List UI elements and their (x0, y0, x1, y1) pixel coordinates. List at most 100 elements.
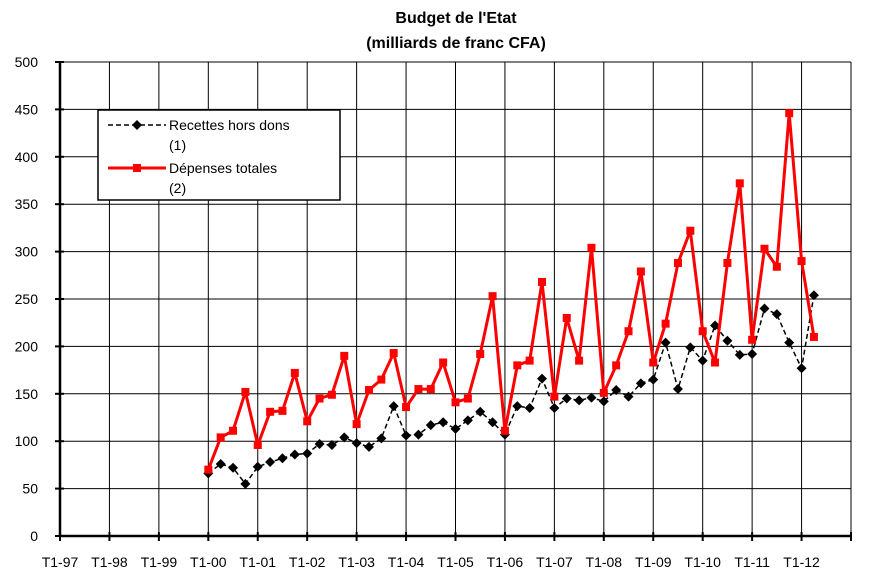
data-point (216, 433, 225, 442)
data-point (265, 457, 276, 468)
data-point (710, 320, 721, 331)
data-point (660, 337, 671, 348)
data-point (686, 226, 695, 235)
y-tick-label: 300 (15, 244, 39, 260)
x-tick-label: T1-07 (536, 554, 573, 570)
data-point (327, 390, 336, 399)
data-point (438, 417, 449, 428)
data-point (685, 342, 696, 353)
data-point (487, 417, 498, 428)
data-point (351, 438, 362, 449)
data-point (635, 378, 646, 389)
data-point (339, 432, 350, 443)
data-point (649, 358, 658, 367)
data-point (376, 433, 387, 444)
legend-label-recettes-note: (1) (169, 137, 186, 153)
data-point (734, 349, 745, 360)
x-tick-label: T1-06 (487, 554, 524, 570)
y-tick-label: 200 (15, 338, 39, 354)
data-point (711, 358, 720, 367)
data-point (241, 387, 250, 396)
axes: 0 50 100 150 200 250 300 350 400 450 500 T1-97 T1-98… (15, 54, 852, 570)
y-tick-label: 100 (15, 433, 39, 449)
data-point (340, 351, 349, 360)
data-point (697, 355, 708, 366)
legend-label-depenses: Dépenses totales (169, 160, 277, 176)
series-0 (203, 290, 819, 489)
data-point (240, 478, 251, 489)
data-point (772, 262, 781, 271)
legend-marker-depenses (133, 164, 141, 172)
data-point (759, 303, 770, 314)
data-point (476, 349, 485, 358)
y-tick-label: 50 (22, 481, 38, 497)
y-tick-label: 350 (15, 196, 39, 212)
series-layer (203, 109, 819, 489)
data-point (215, 458, 226, 469)
data-point (623, 391, 634, 402)
x-tick-label: T1-11 (734, 554, 770, 570)
data-point (377, 375, 386, 384)
data-point (500, 426, 509, 435)
data-point (463, 394, 472, 403)
data-point (587, 243, 596, 252)
data-point (352, 420, 361, 429)
data-point (414, 385, 423, 394)
data-point (747, 348, 758, 359)
data-point (451, 398, 460, 407)
data-point (538, 277, 547, 286)
x-tick-label: T1-99 (141, 554, 178, 570)
data-point (303, 417, 312, 426)
data-point (599, 388, 608, 397)
data-point (204, 465, 213, 474)
data-point (524, 403, 535, 414)
y-tick-label: 0 (30, 528, 38, 544)
data-point (785, 109, 794, 118)
y-tick-label: 400 (15, 149, 39, 165)
data-point (228, 462, 239, 473)
data-point (648, 374, 659, 385)
data-point (512, 401, 523, 412)
x-tick-label: T1-97 (42, 554, 79, 570)
data-point (525, 356, 534, 365)
legend-label-depenses-note: (2) (169, 180, 186, 196)
data-point (475, 406, 486, 417)
legend: Recettes hors dons (1) Dépenses totales … (97, 109, 341, 201)
x-tick-label: T1-03 (338, 554, 375, 570)
data-point (425, 420, 436, 431)
chart-subtitle: (milliards de franc CFA) (366, 35, 546, 52)
x-tick-label: T1-08 (586, 554, 623, 570)
data-point (624, 327, 633, 336)
data-point (278, 406, 287, 415)
legend-marker-recettes (132, 120, 142, 130)
data-point (252, 461, 263, 472)
x-tick-label: T1-01 (239, 554, 276, 570)
data-point (315, 394, 324, 403)
data-point (698, 327, 707, 336)
data-point (488, 292, 497, 301)
x-tick-label: T1-05 (437, 554, 474, 570)
data-point (513, 361, 522, 370)
data-point (771, 309, 782, 320)
data-point (598, 396, 609, 407)
data-point (326, 439, 337, 450)
data-point (672, 384, 683, 395)
data-point (426, 385, 435, 394)
y-tick-label: 250 (15, 291, 39, 307)
data-point (364, 386, 373, 395)
data-point (611, 385, 622, 396)
data-point (636, 267, 645, 276)
data-point (796, 363, 807, 374)
data-point (363, 441, 374, 452)
data-point (760, 244, 769, 253)
data-point (266, 407, 275, 416)
data-point (575, 356, 584, 365)
data-point (229, 426, 238, 435)
data-point (549, 403, 560, 414)
data-point (748, 335, 757, 344)
data-point (561, 393, 572, 404)
data-point (302, 448, 313, 459)
data-point (784, 337, 795, 348)
data-point (413, 429, 424, 440)
data-point (574, 395, 585, 406)
